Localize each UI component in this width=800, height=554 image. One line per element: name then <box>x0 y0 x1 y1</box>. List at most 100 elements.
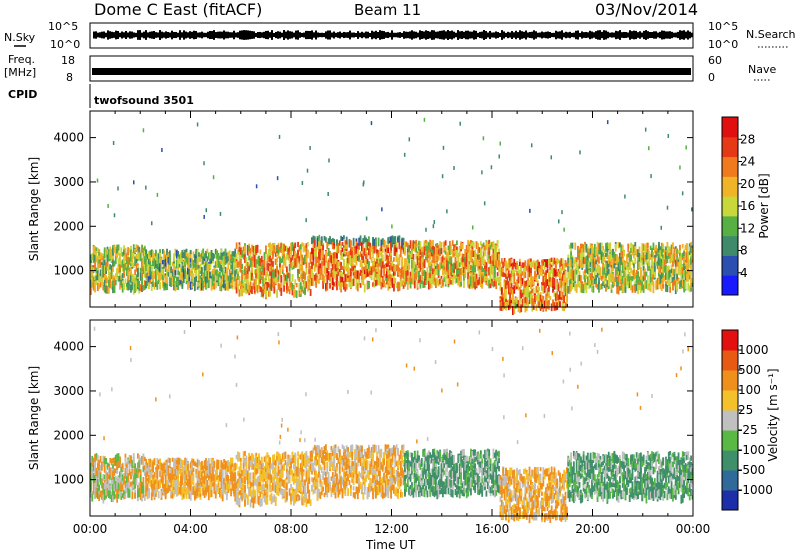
scatter-cell <box>167 255 170 264</box>
nsky-mark <box>351 32 353 38</box>
scatter-cell <box>423 259 426 269</box>
scatter-cell <box>227 262 230 270</box>
scatter-cell <box>312 235 315 244</box>
scatter-cell <box>311 247 313 255</box>
nsky-mark <box>657 32 659 38</box>
scatter-cell <box>299 244 302 250</box>
scatter-cell <box>174 250 177 256</box>
nsky-mark <box>497 32 499 38</box>
scatter-cell <box>336 250 338 259</box>
scatter-cell <box>369 265 372 273</box>
scatter-cell <box>231 274 234 281</box>
scatter-cell <box>232 276 235 283</box>
scatter-cell <box>318 236 320 242</box>
scatter-cell <box>404 263 406 270</box>
scatter-cell <box>161 148 163 153</box>
scatter-cell <box>440 248 443 255</box>
scatter-cell <box>121 283 124 293</box>
scatter-cell <box>369 274 372 279</box>
scatter-cell <box>269 254 272 263</box>
scatter-cell <box>406 248 409 253</box>
scatter-cell <box>285 283 288 290</box>
scatter-cell <box>277 282 280 290</box>
scatter-cell <box>288 272 291 282</box>
scatter-cell <box>348 274 351 284</box>
nsky-mark <box>347 32 349 38</box>
scatter-cell <box>277 270 280 276</box>
scatter-cell <box>175 276 178 286</box>
scatter-cell <box>379 277 381 284</box>
scatter-cell <box>320 267 323 274</box>
scatter-cell <box>361 268 363 273</box>
nsky-mark <box>373 31 375 39</box>
scatter-cell <box>135 256 138 264</box>
nsky-mark <box>291 31 293 39</box>
scatter-cell <box>288 281 291 289</box>
scatter-cell <box>127 264 130 271</box>
scatter-cell <box>221 280 224 285</box>
scatter-cell <box>191 283 193 289</box>
nsky-mark <box>285 31 287 39</box>
scatter-cell <box>392 236 395 244</box>
scatter-cell <box>624 194 626 199</box>
scatter-cell <box>164 254 167 261</box>
scatter-cell <box>150 265 153 272</box>
scatter-cell <box>146 265 149 273</box>
nsky-mark <box>187 32 189 38</box>
scatter-cell <box>381 254 384 260</box>
scatter-cell <box>101 273 103 282</box>
scatter-cell <box>394 264 397 272</box>
scatter-cell <box>94 284 96 293</box>
scatter-cell <box>202 273 205 280</box>
scatter-cell <box>181 266 184 272</box>
scatter-cell <box>283 247 285 257</box>
scatter-cell <box>130 249 132 255</box>
scatter-cell <box>182 252 185 259</box>
scatter-cell <box>329 255 331 263</box>
nsky-mark <box>473 30 475 40</box>
scatter-cell <box>178 275 181 280</box>
scatter-cell <box>244 245 246 254</box>
scatter-cell <box>106 254 109 260</box>
nsky-mark <box>513 32 515 38</box>
scatter-cell <box>299 249 302 256</box>
scatter-cell <box>265 272 267 279</box>
scatter-cell <box>298 269 301 275</box>
scatter-cell <box>103 255 106 262</box>
scatter-cell <box>95 247 98 252</box>
scatter-cell <box>420 258 423 264</box>
scatter-cell <box>141 265 143 272</box>
scatter-cell <box>377 237 380 247</box>
scatter-cell <box>152 273 155 282</box>
scatter-cell <box>380 269 383 278</box>
scatter-cell <box>189 258 192 263</box>
scatter-cell <box>281 254 284 263</box>
scatter-cell <box>163 273 166 279</box>
scatter-cell <box>550 155 553 160</box>
scatter-cell <box>206 262 209 268</box>
beam-title: Beam 11 <box>354 1 421 19</box>
scatter-cell <box>113 278 116 287</box>
nsky-mark <box>683 30 685 40</box>
nsky-mark <box>303 32 305 38</box>
scatter-cell <box>338 240 341 246</box>
scatter-cell <box>156 258 159 265</box>
scatter-cell <box>290 257 292 267</box>
scatter-cell <box>128 257 131 265</box>
scatter-cell <box>202 248 205 254</box>
scatter-cell <box>251 273 253 281</box>
scatter-cell <box>358 254 361 262</box>
scatter-cell <box>130 245 132 251</box>
nsky-mark <box>503 31 505 39</box>
scatter-cell <box>116 249 119 254</box>
nsky-mark <box>153 30 155 40</box>
scatter-cell <box>297 255 299 263</box>
scatter-cell <box>109 272 112 280</box>
scatter-cell <box>262 270 265 276</box>
scatter-cell <box>163 282 166 287</box>
scatter-cell <box>292 287 295 292</box>
scatter-cell <box>394 238 397 245</box>
nsky-mark <box>255 32 257 38</box>
scatter-cell <box>267 251 270 257</box>
scatter-cell <box>391 235 394 242</box>
